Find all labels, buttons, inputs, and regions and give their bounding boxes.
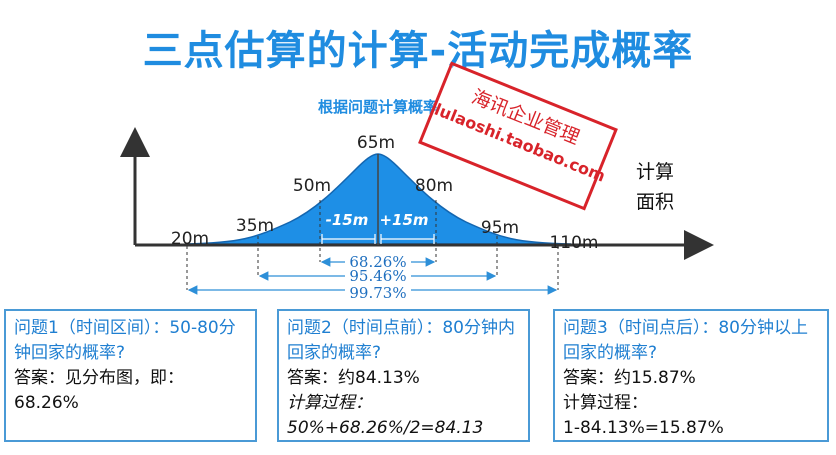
process-2-label: 计算过程： [287,393,372,413]
process-3-text: 1-84.13%=15.87% [563,418,724,438]
answer-3-text: 答案：约15.87% [563,368,696,388]
range-2sigma-label: 95.46% [349,267,406,285]
label-35m: 35m [236,216,274,236]
axis-caption-line1: 计算 [636,161,674,183]
answer-2-text: 答案：约84.13% [287,368,420,388]
process-2-text: 50%+68.26%/2=84.13 [287,418,484,438]
minus-sigma-label: -15m [326,211,369,229]
axis-caption-line2: 面积 [636,191,674,213]
label-50m: 50m [293,176,331,196]
question-box-3: 问题3（时间点后）：80分钟以上回家的概率? 答案：约15.87% 计算过程： … [553,309,829,442]
plus-sigma-label: +15m [379,211,428,229]
label-65m: 65m [357,133,395,153]
question-box-2: 问题2（时间点前）：80分钟内回家的概率? 答案：约84.13% 计算过程： 5… [277,309,530,442]
question-2-text: 问题2（时间点前）：80分钟内回家的概率? [287,318,515,363]
label-20m: 20m [171,229,209,249]
minus-sigma-bracket [321,234,376,244]
question-1-text: 问题1（时间区间）：50-80分钟回家的概率? [14,318,236,363]
label-80m: 80m [415,176,453,196]
label-110m: 110m [549,233,598,253]
range-1sigma-label: 68.26% [349,253,406,271]
question-3-text: 问题3（时间点后）：80分钟以上回家的概率? [563,318,808,363]
label-95m: 95m [481,218,519,238]
subtitle: 根据问题计算概率 [318,98,438,116]
answer-1-text: 答案：见分布图，即：68.26% [14,368,184,413]
plus-sigma-bracket [380,234,435,244]
process-3-label: 计算过程： [563,393,648,413]
page-title: 三点估算的计算-活动完成概率 [142,28,694,74]
range-3sigma-label: 99.73% [349,284,406,302]
question-box-1: 问题1（时间区间）：50-80分钟回家的概率? 答案：见分布图，即：68.26% [4,309,257,442]
